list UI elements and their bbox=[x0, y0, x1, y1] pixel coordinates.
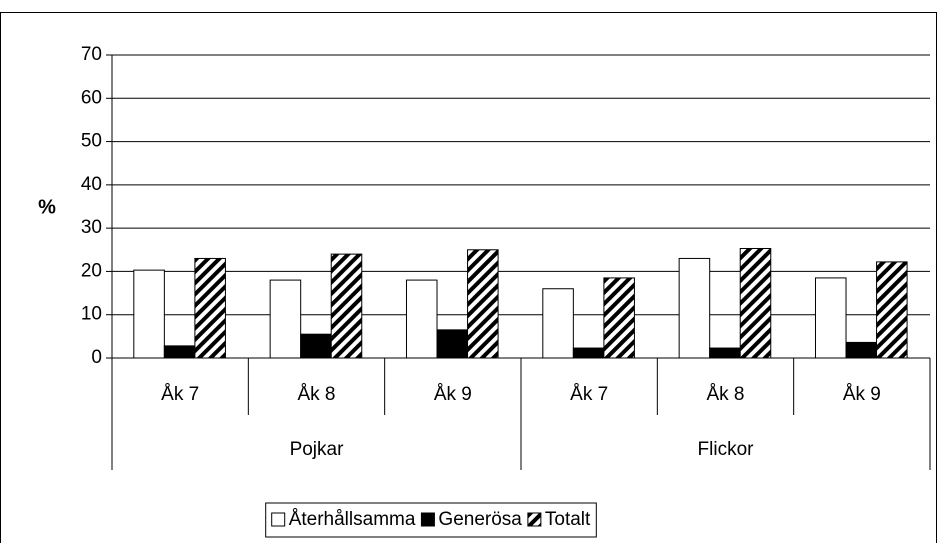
x-tick-label: Åk 9 bbox=[434, 384, 472, 405]
group-label: Pojkar bbox=[290, 439, 345, 460]
bar bbox=[572, 347, 605, 359]
bar bbox=[603, 277, 635, 359]
bar bbox=[845, 341, 878, 359]
legend-marker bbox=[527, 512, 542, 527]
bar bbox=[709, 347, 741, 359]
bar bbox=[739, 247, 772, 359]
legend-marker bbox=[271, 512, 286, 527]
x-tick-label: Åk 7 bbox=[161, 384, 199, 405]
bar bbox=[542, 288, 574, 359]
x-tick-label: Åk 7 bbox=[570, 384, 608, 405]
bar bbox=[133, 269, 165, 359]
y-tick-label: 20 bbox=[81, 260, 102, 281]
bar bbox=[814, 277, 847, 359]
legend-label: Generösa bbox=[438, 509, 522, 530]
bar bbox=[269, 279, 302, 359]
y-tick-label: 10 bbox=[81, 304, 102, 325]
bar bbox=[330, 253, 363, 359]
y-tick-label: 0 bbox=[91, 347, 102, 368]
bar bbox=[678, 257, 711, 359]
legend-marker bbox=[420, 512, 435, 527]
x-tick-label: Åk 8 bbox=[297, 384, 335, 405]
y-axis-label: % bbox=[38, 196, 56, 218]
x-tick-label: Åk 9 bbox=[843, 384, 881, 405]
bar bbox=[876, 261, 908, 359]
bar bbox=[300, 333, 332, 359]
y-tick-label: 70 bbox=[81, 44, 102, 65]
y-tick-label: 60 bbox=[81, 87, 102, 108]
y-tick-label: 30 bbox=[81, 217, 102, 238]
y-tick-label: 40 bbox=[81, 174, 102, 195]
group-label: Flickor bbox=[698, 439, 755, 460]
bar bbox=[436, 329, 469, 359]
x-tick-label: Åk 8 bbox=[706, 384, 744, 405]
y-tick-label: 50 bbox=[81, 131, 102, 152]
bar bbox=[163, 345, 196, 359]
bar bbox=[467, 249, 499, 359]
legend-label: Återhållsamma bbox=[289, 509, 416, 530]
bar bbox=[194, 257, 226, 359]
bar bbox=[405, 279, 438, 359]
legend-label: Totalt bbox=[545, 509, 591, 530]
